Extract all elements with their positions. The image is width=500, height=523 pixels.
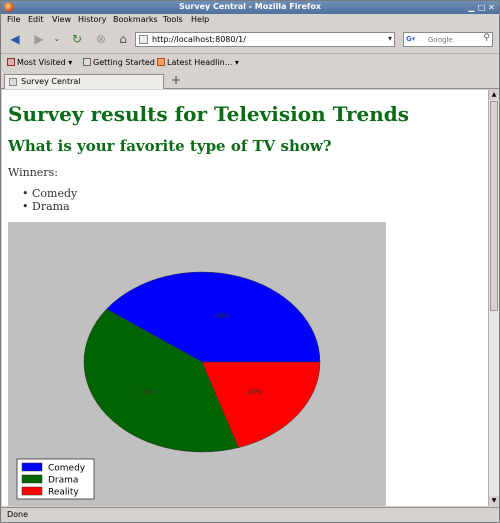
menu-help[interactable]: Help [191,15,210,24]
minimize-icon[interactable]: ▁ [468,3,475,12]
legend-label: Drama [48,476,78,486]
back-icon[interactable]: ◀ [10,32,20,46]
scrollbar-thumb[interactable] [490,101,498,311]
bookmark-latest-headlines[interactable]: Latest Headlin... ▾ [157,57,239,69]
status-bar: Done [1,507,499,522]
firefox-icon[interactable] [4,2,14,12]
home-icon[interactable]: ⌂ [119,32,127,46]
bookmark-getting-started[interactable]: Getting Started [83,57,155,69]
menu-tools[interactable]: Tools [163,15,183,24]
address-bar[interactable]: ▾ [135,32,395,47]
scroll-down-icon[interactable]: ▼ [489,496,499,506]
pie-slice-drama [83,308,239,453]
menu-bookmarks[interactable]: Bookmarks [113,15,158,24]
bookmarks-folder-icon [7,58,15,66]
tab-survey-central[interactable]: Survey Central [4,74,164,89]
menu-view[interactable]: View [52,15,71,24]
navigation-toolbar: ◀ ▶ ⌄ ↻ ⊗ ⌂ ▾ G▾ ⚲ [1,26,499,52]
menu-bar: File Edit View History Bookmarks Tools H… [1,14,499,26]
forward-icon[interactable]: ▶ [34,32,44,46]
menu-history[interactable]: History [78,15,107,24]
legend-swatch [21,486,43,496]
stop-icon[interactable]: ⊗ [95,32,107,46]
pie-slice-comedy [106,271,321,363]
slice-label: 40% [214,312,230,320]
page-icon [83,58,91,66]
legend-swatch [21,462,43,472]
new-tab-icon[interactable]: + [171,73,182,87]
window-title: Survey Central - Mozilla Firefox [178,2,322,11]
tab-bar: Survey Central + [1,72,499,89]
winners-list: Comedy Drama [22,187,77,213]
slice-label: 40% [142,388,158,396]
search-icon[interactable]: ⚲ [483,33,490,43]
pie-slice-reality [201,361,321,448]
menu-edit[interactable]: Edit [28,15,44,24]
scroll-up-icon[interactable]: ▲ [489,90,499,100]
menu-file[interactable]: File [7,15,21,24]
history-dropdown-icon[interactable]: ⌄ [53,34,61,43]
search-engine-icon[interactable]: G▾ [406,35,416,43]
slice-label: 20% [247,388,263,396]
winners-label: Winners: [8,166,58,179]
pie-chart-svg: 40% 40% 20% Comedy Drama Reality [16,271,321,500]
reload-icon[interactable]: ↻ [71,32,83,46]
bookmarks-toolbar: Most Visited ▾ Getting Started Latest He… [1,53,499,71]
maximize-icon[interactable]: □ [477,3,486,12]
search-bar[interactable]: G▾ ⚲ [403,32,493,47]
survey-question: What is your favorite type of TV show? [8,137,332,155]
legend-swatch [21,474,43,484]
bookmark-most-visited[interactable]: Most Visited ▾ [7,57,72,69]
legend-label: Reality [48,488,79,498]
page-title: Survey results for Television Trends [8,102,410,126]
close-icon[interactable]: ✕ [488,3,495,12]
legend-label: Comedy [48,464,86,474]
rss-feed-icon [157,58,165,66]
vertical-scrollbar[interactable]: ▲ ▼ [488,90,499,506]
status-text: Done [7,510,29,519]
title-bar: Survey Central - Mozilla Firefox ▁ □ ✕ [1,1,499,14]
page-content: Survey results for Television Trends Wha… [2,90,488,506]
pie-chart: 40% 40% 20% Comedy Drama Reality [8,222,386,506]
winner-item: Comedy [22,187,77,200]
search-input[interactable] [428,34,480,45]
tab-label: Survey Central [21,77,81,86]
winner-item: Drama [22,200,77,213]
tab-favicon-icon [9,78,17,86]
url-input[interactable] [152,34,377,45]
page-favicon-icon [139,35,148,44]
url-dropdown-icon[interactable]: ▾ [387,34,392,43]
